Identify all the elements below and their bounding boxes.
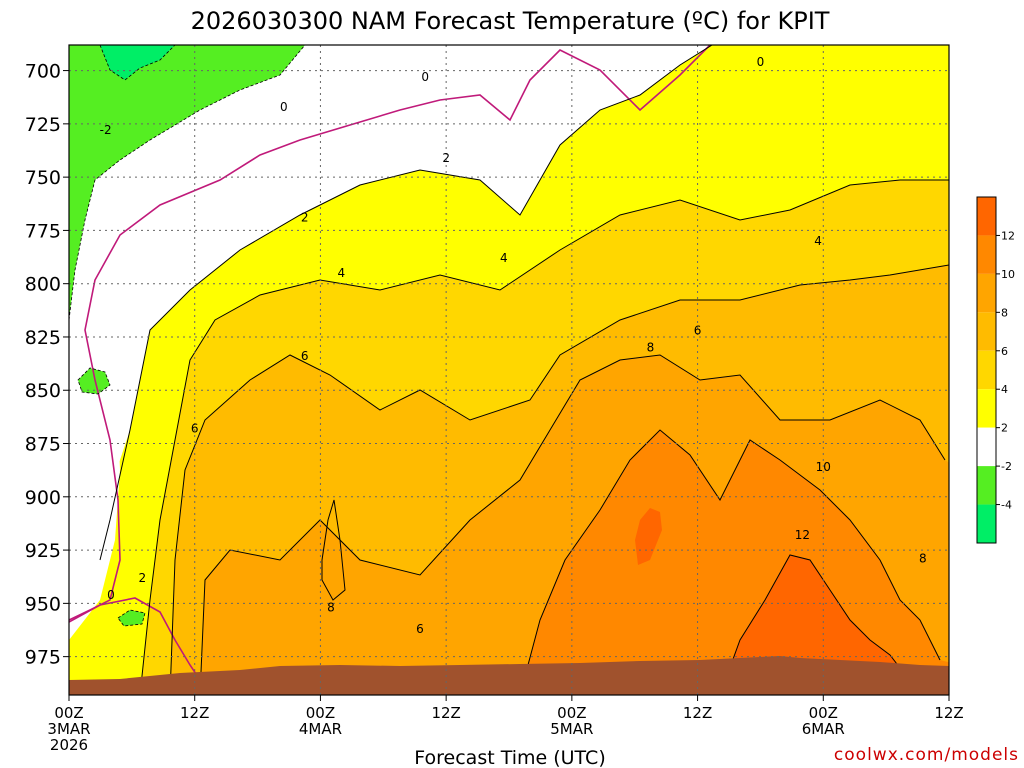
cold-contours (69, 45, 306, 627)
colorbar-label-0: 12 (1001, 229, 1015, 242)
colorbar-bin-10-to-12 (977, 235, 996, 274)
y-tick-label-825: 825 (25, 327, 61, 349)
y-tick-label-700: 700 (25, 61, 61, 83)
colorbar-bin-12-to-14 (977, 197, 996, 236)
y-tick-label-950: 950 (25, 593, 61, 615)
isotherm-label-15: 8 (327, 601, 335, 615)
isotherm-label-7: 2 (442, 151, 450, 165)
x-tick-label-48-2: 5MAR (550, 720, 593, 738)
x-tick-label-24-1: 00Z (306, 704, 335, 722)
isotherm-label-6: 2 (301, 211, 309, 225)
colorbar-label-3: 6 (1001, 345, 1008, 358)
colorbar-bin--4-to--2 (977, 466, 996, 505)
plot-frame (68, 44, 950, 696)
isotherm-label-17: 8 (919, 552, 927, 566)
colorbar-bin-8-to-10 (977, 273, 996, 313)
isotherm-label-8: 4 (338, 266, 346, 280)
y-tick-label-775: 775 (25, 220, 61, 242)
y-tick-label-875: 875 (25, 434, 61, 456)
x-tick-label-60-1: 12Z (683, 704, 712, 722)
isotherm-label-1: 0 (107, 588, 115, 602)
y-tick-label-725: 725 (25, 114, 61, 136)
x-tick-label-24-2: 4MAR (299, 720, 342, 738)
colorbar: 12 10 8 6 4 2 -2 -4 (976, 196, 1015, 544)
y-tick-label-800: 800 (25, 274, 61, 296)
isotherm-label-2: 0 (280, 100, 288, 114)
colorbar-label-5: 2 (1001, 422, 1008, 435)
freezing-line (69, 45, 711, 621)
colorbar-label-1: 10 (1001, 268, 1015, 281)
x-axis-label: Forecast Time (UTC) (414, 747, 605, 768)
colorbar-label-7: -4 (1001, 499, 1012, 512)
freezing-line-lower (69, 597, 201, 681)
x-tick-label-0-1: 00Z (54, 704, 83, 722)
colorbar-bin-4-to-6 (977, 350, 996, 390)
colorbar-frame (976, 196, 997, 544)
isotherm-lines (99, 45, 949, 695)
x-tick-label-12-1: 12Z (180, 704, 209, 722)
x-tick-label-48-1: 00Z (557, 704, 586, 722)
x-tick-label-36-1: 12Z (431, 704, 460, 722)
colorbar-bin-6-to-8 (977, 312, 996, 351)
y-tick-label-975: 975 (25, 647, 61, 669)
isotherm-label-5: 2 (139, 571, 147, 585)
colorbar-label-2: 8 (1001, 306, 1008, 319)
isotherm-label-4: 0 (757, 55, 765, 69)
isotherm-label-14: 6 (694, 324, 702, 338)
y-axis: 700 725 750 775 800 825 850 875 900 925 950 975 (25, 61, 69, 669)
x-tick-label-84-1: 12Z (934, 704, 963, 722)
isotherm-label-0: -2 (100, 123, 112, 137)
isotherm-label-11: 6 (191, 422, 199, 436)
isotherm-label-18: 10 (816, 460, 831, 474)
colorbar-label-4: 4 (1001, 383, 1008, 396)
isotherm-label-19: 12 (795, 528, 810, 542)
credit-text: coolwx.com/models (834, 745, 1019, 765)
isotherm-label-12: 6 (301, 349, 309, 363)
x-tick-label-72-2: 6MAR (802, 720, 845, 738)
colorbar-bin-2-to-4 (977, 389, 996, 428)
plot-area: -2 0 0 0 0 2 2 2 4 4 4 6 6 6 6 8 8 8 10 12 (69, 45, 949, 695)
band-minus6-to-minus4 (100, 45, 175, 80)
band-minus4-to-minus2 (69, 45, 305, 626)
isotherm-labels: -2 0 0 0 0 2 2 2 4 4 4 6 6 6 6 8 8 8 10 12 (100, 55, 927, 636)
chart-title: 2026030300 NAM Forecast Temperature (ºC)… (191, 7, 830, 35)
y-tick-label-900: 900 (25, 487, 61, 509)
colorbar-bin--6-to--4 (977, 504, 996, 543)
terrain-ground (69, 656, 949, 695)
y-tick-label-925: 925 (25, 540, 61, 562)
x-tick-label-0-2: 3MAR (47, 720, 90, 738)
colorbar-bin--2-to-2 (977, 427, 996, 467)
isotherm-label-10: 4 (814, 234, 822, 248)
y-tick-label-850: 850 (25, 380, 61, 402)
x-tick-label-0-3: 2026 (50, 736, 88, 754)
colorbar-label-6: -2 (1001, 460, 1012, 473)
x-tick-label-72-1: 00Z (809, 704, 838, 722)
grid (69, 45, 949, 695)
y-tick-label-750: 750 (25, 167, 61, 189)
isotherm-label-13: 6 (416, 622, 424, 636)
isotherm-label-16: 8 (647, 341, 655, 355)
isotherm-label-3: 0 (421, 70, 429, 84)
isotherm-label-9: 4 (500, 251, 508, 265)
